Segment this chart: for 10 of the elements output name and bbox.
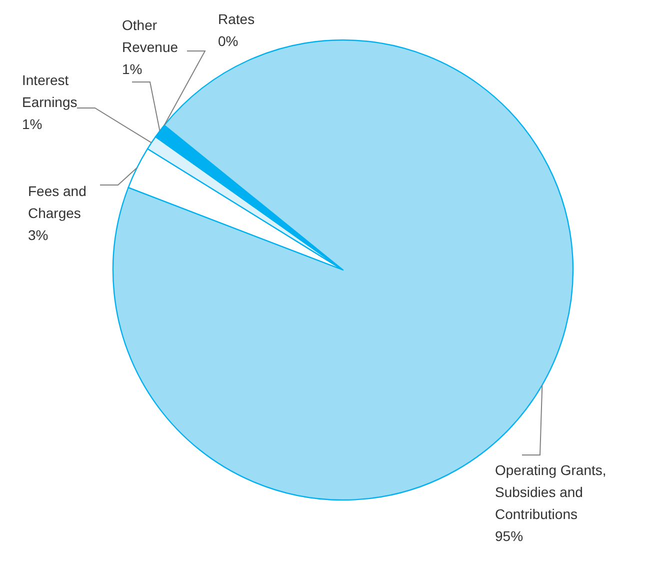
slice-label: Other Revenue <box>122 17 178 55</box>
slice-label: Fees and Charges <box>28 183 86 221</box>
data-label: 1% <box>122 61 142 77</box>
category-label: Rates <box>218 11 255 27</box>
data-label: 95% <box>495 528 524 544</box>
data-label: 3% <box>28 227 48 243</box>
text: 0% <box>218 33 238 49</box>
slice-label: Operating Grants, Subsidies and Contributions <box>495 462 606 522</box>
data-label: 1% <box>22 116 42 132</box>
slice-label: Interest Earnings <box>22 72 78 110</box>
